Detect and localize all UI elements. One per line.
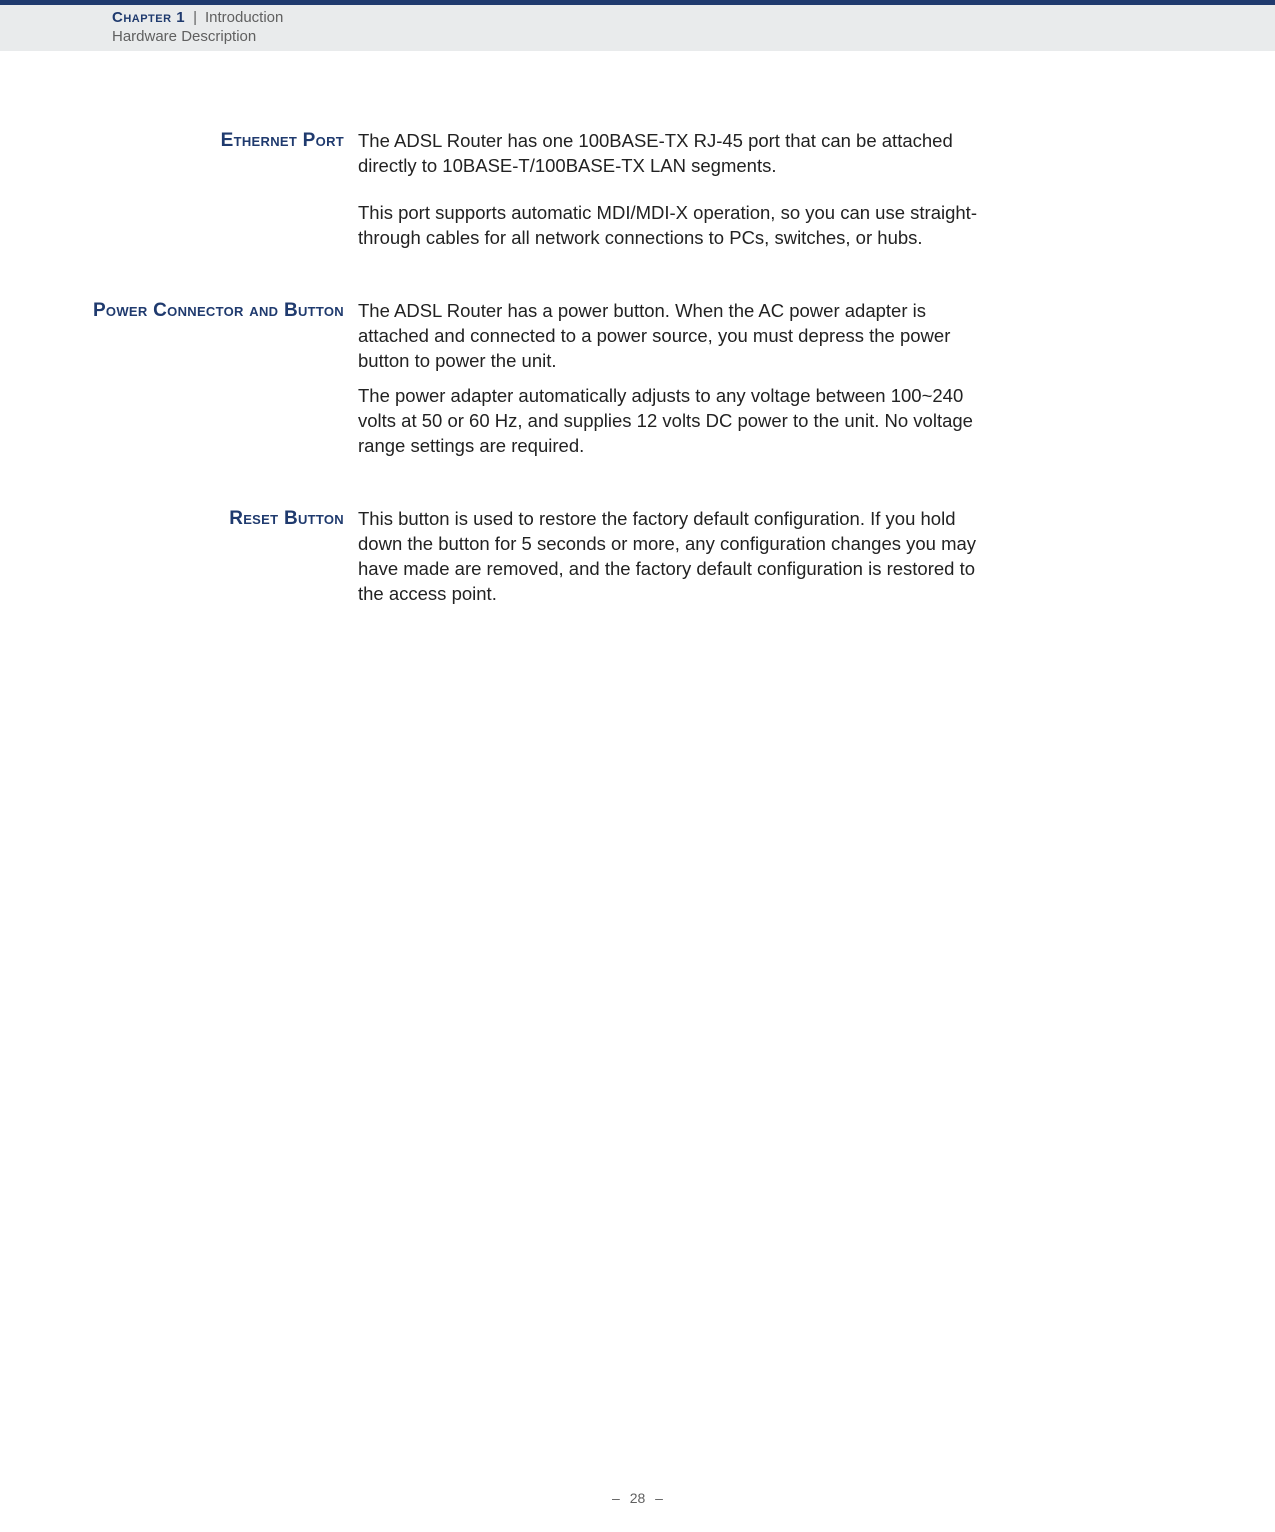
page-number: 28 — [630, 1490, 646, 1506]
chapter-separator: | — [193, 9, 197, 26]
paragraph: The ADSL Router has one 100BASE-TX RJ-45… — [358, 129, 988, 179]
section-label: Power Connector and Button — [0, 299, 358, 324]
footer-dash-left: – — [612, 1490, 620, 1506]
paragraph: The power adapter automatically adjusts … — [358, 384, 988, 459]
page-header: Chapter 1 | Introduction Hardware Descri… — [0, 5, 1275, 51]
paragraph: This port supports automatic MDI/MDI-X o… — [358, 201, 988, 251]
section-reset-button: Reset Button This button is used to rest… — [0, 507, 1275, 607]
page-content: Ethernet Port The ADSL Router has one 10… — [0, 129, 1275, 607]
section-body: This button is used to restore the facto… — [358, 507, 988, 607]
section-body: The ADSL Router has one 100BASE-TX RJ-45… — [358, 129, 988, 251]
chapter-title: Introduction — [205, 9, 283, 26]
section-ethernet-port: Ethernet Port The ADSL Router has one 10… — [0, 129, 1275, 251]
section-label: Ethernet Port — [0, 129, 358, 154]
paragraph: This button is used to restore the facto… — [358, 507, 988, 607]
footer-dash-right: – — [655, 1490, 663, 1506]
section-title: Hardware Description — [112, 28, 283, 45]
page-footer: – 28 – — [0, 1490, 1275, 1506]
section-power-connector: Power Connector and Button The ADSL Rout… — [0, 299, 1275, 459]
paragraph: The ADSL Router has a power button. When… — [358, 299, 988, 374]
section-label: Reset Button — [0, 507, 358, 532]
chapter-label: Chapter 1 — [112, 9, 185, 26]
chapter-line: Chapter 1 | Introduction — [112, 9, 283, 26]
section-body: The ADSL Router has a power button. When… — [358, 299, 988, 459]
